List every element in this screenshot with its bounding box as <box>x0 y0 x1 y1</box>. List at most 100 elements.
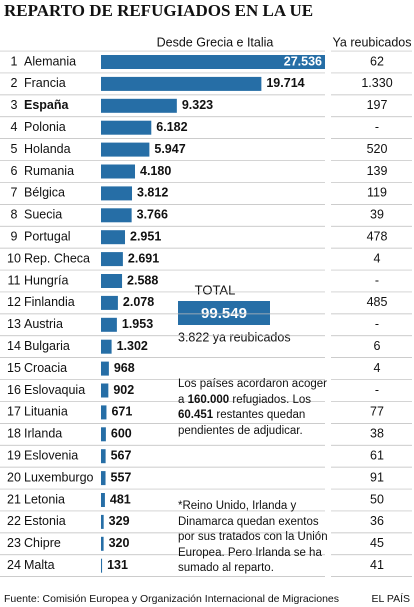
value-label: 902 <box>113 383 134 397</box>
bar <box>101 471 106 486</box>
value-label: 4.180 <box>140 164 171 178</box>
category-label: Alemania <box>24 54 76 68</box>
rank: 12 <box>7 295 21 309</box>
side-value: 91 <box>370 470 384 484</box>
bar <box>101 317 117 332</box>
side-value: 62 <box>370 54 384 68</box>
rank: 24 <box>7 558 21 572</box>
category-label: Austria <box>24 317 63 331</box>
bar <box>101 76 262 91</box>
rank: 13 <box>7 317 21 331</box>
side-value: 50 <box>370 492 384 506</box>
bar <box>101 405 107 420</box>
bar <box>101 427 106 442</box>
value-label: 2.951 <box>130 229 161 243</box>
rank: 16 <box>7 383 21 397</box>
rank: 20 <box>7 470 21 484</box>
rank: 11 <box>8 273 21 287</box>
category-label: Francia <box>24 76 66 90</box>
rank: 3 <box>11 98 18 112</box>
value-label: 2.691 <box>128 251 159 265</box>
value-label: 481 <box>110 492 131 506</box>
value-label: 131 <box>107 558 128 572</box>
bar <box>101 142 150 157</box>
side-value: 1.330 <box>361 76 392 90</box>
bar <box>101 339 112 354</box>
value-label: 320 <box>109 536 130 550</box>
rank: 4 <box>11 120 18 134</box>
rank: 2 <box>11 76 18 90</box>
brand: EL PAÍS <box>371 592 410 605</box>
side-value: 36 <box>370 514 384 528</box>
rank: 5 <box>11 142 18 156</box>
category-label: Chipre <box>24 536 61 550</box>
value-label: 6.182 <box>156 120 187 134</box>
rank: 23 <box>7 536 21 550</box>
bar <box>101 383 109 398</box>
category-label: España <box>24 98 70 112</box>
category-label: Finlandia <box>24 295 75 309</box>
category-label: Suecia <box>24 208 62 222</box>
side-value: 77 <box>370 405 384 419</box>
note: Los países acordaron acoger a 160.000 re… <box>178 377 328 439</box>
category-label: Bulgaria <box>24 339 70 353</box>
bar <box>101 449 106 464</box>
bar <box>101 55 325 69</box>
side-value: - <box>375 120 379 134</box>
chart-title: REPARTO DE REFUGIADOS EN LA UE <box>4 1 313 20</box>
side-value: 478 <box>367 229 388 243</box>
rank: 6 <box>11 164 18 178</box>
side-value: 38 <box>370 427 384 441</box>
bar <box>101 208 132 223</box>
source: Fuente: Comisión Europea y Organización … <box>4 593 339 605</box>
category-label: Holanda <box>24 142 71 156</box>
rank: 8 <box>11 208 18 222</box>
value-label: 600 <box>111 427 132 441</box>
category-label: Luxemburgo <box>24 470 94 484</box>
category-label: Croacia <box>24 361 67 375</box>
side-value: 119 <box>367 186 387 200</box>
rank: 17 <box>7 405 21 419</box>
category-label: Lituania <box>24 405 68 419</box>
bar <box>101 558 103 573</box>
side-value: 41 <box>370 558 384 572</box>
value-label: 968 <box>114 361 135 375</box>
side-value: 45 <box>370 536 384 550</box>
rank: 7 <box>11 186 18 200</box>
side-value: 39 <box>370 208 384 222</box>
bar <box>101 361 109 376</box>
bar <box>101 295 118 310</box>
bar <box>101 186 133 201</box>
bar <box>101 536 104 551</box>
value-label: 27.536 <box>284 54 322 68</box>
value-label: 9.323 <box>182 98 213 112</box>
side-value: - <box>375 317 379 331</box>
column-header: Desde Grecia e Italia <box>157 35 274 49</box>
bar <box>101 514 104 529</box>
footnote: *Reino Unido, Irlanda y Dinamarca quedan… <box>178 500 328 574</box>
value-label: 1.302 <box>117 339 148 353</box>
total-label: TOTAL <box>195 282 236 297</box>
column-header: Ya reubicados <box>333 35 412 49</box>
bar <box>101 230 126 245</box>
category-label: Bélgica <box>24 186 65 200</box>
category-label: Eslovaquia <box>24 383 85 397</box>
bar <box>101 274 123 288</box>
value-label: 1.953 <box>122 317 153 331</box>
value-label: 567 <box>111 448 132 462</box>
category-label: Eslovenia <box>24 448 78 462</box>
rank: 19 <box>7 448 21 462</box>
value-label: 3.812 <box>137 186 168 200</box>
total-relocated: 3.822 ya reubicados <box>178 330 291 344</box>
total-box <box>178 301 270 325</box>
value-label: 2.078 <box>123 295 154 309</box>
category-label: Letonia <box>24 492 65 506</box>
category-label: Irlanda <box>24 427 62 441</box>
rank: 14 <box>7 339 21 353</box>
value-label: 3.766 <box>137 208 168 222</box>
side-value: 485 <box>367 295 388 309</box>
value-label: 557 <box>111 470 132 484</box>
bar <box>101 164 136 179</box>
bar <box>101 252 123 267</box>
